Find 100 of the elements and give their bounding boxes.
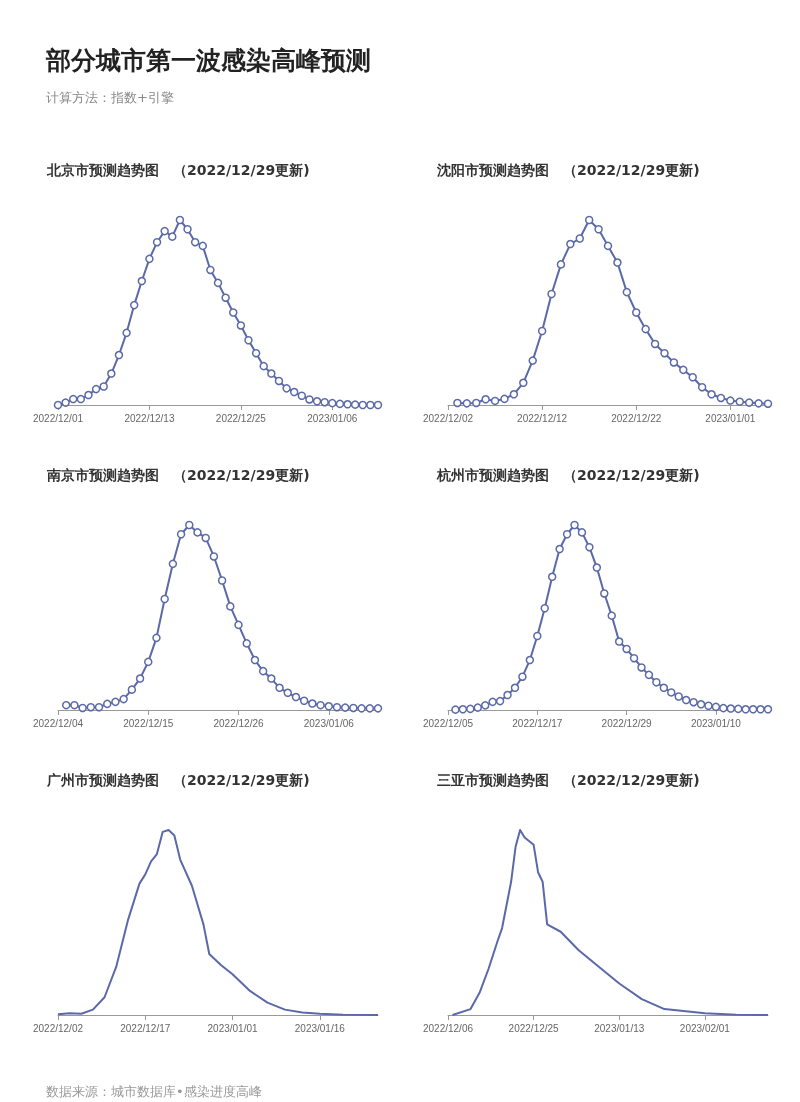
point <box>458 705 468 714</box>
point <box>229 308 238 317</box>
point <box>584 215 594 225</box>
point <box>754 399 763 408</box>
point <box>471 398 481 408</box>
point <box>152 237 162 247</box>
point <box>217 576 227 585</box>
point <box>540 604 549 613</box>
point <box>316 700 325 710</box>
point <box>726 704 736 713</box>
point <box>480 701 490 710</box>
point <box>275 683 284 693</box>
point <box>365 704 375 713</box>
x-tick-label: 2022/12/12 <box>517 412 568 424</box>
chart-title: 三亚市预测趋势图 （2022/12/29更新) <box>437 772 700 788</box>
point <box>282 384 291 393</box>
point <box>332 702 342 712</box>
point <box>201 533 210 543</box>
point <box>660 348 669 358</box>
point <box>566 239 575 249</box>
point <box>453 398 462 408</box>
x-tick-label: 2023/01/10 <box>690 717 742 729</box>
point <box>748 705 758 714</box>
point <box>500 394 509 404</box>
point <box>76 394 86 404</box>
point <box>763 705 773 714</box>
point <box>366 400 375 410</box>
point <box>525 655 535 665</box>
point <box>594 225 603 234</box>
point <box>681 695 691 705</box>
point <box>251 348 261 358</box>
point <box>190 237 200 247</box>
point <box>111 697 120 707</box>
point <box>570 520 579 530</box>
point <box>669 358 679 367</box>
point <box>94 702 104 712</box>
point <box>358 400 368 410</box>
x-tick-label: 2022/12/02 <box>422 412 474 424</box>
point <box>135 674 145 683</box>
chart-title: 沈阳市预测趋势图 （2022/12/29更新) <box>436 162 700 178</box>
point <box>622 287 632 297</box>
point <box>744 398 754 407</box>
point <box>259 361 268 371</box>
point <box>603 241 613 251</box>
point <box>209 552 219 561</box>
point <box>373 400 383 410</box>
point <box>704 701 713 710</box>
point <box>488 697 497 707</box>
point <box>555 544 564 554</box>
point <box>629 653 639 663</box>
point <box>518 672 527 681</box>
point <box>719 703 728 713</box>
x-tick-label: 2022/12/13 <box>124 412 175 424</box>
point <box>503 690 512 700</box>
point <box>575 234 585 243</box>
point <box>258 666 268 676</box>
point <box>350 400 360 409</box>
point <box>250 655 260 665</box>
point <box>688 373 697 382</box>
point <box>176 530 186 539</box>
point <box>716 393 726 403</box>
point <box>267 674 276 683</box>
point <box>537 326 547 336</box>
point <box>349 703 358 713</box>
x-tick-label: 2022/12/22 <box>611 412 662 424</box>
point <box>226 602 235 611</box>
point <box>119 694 128 704</box>
point <box>533 631 542 641</box>
chart-title: 广州市预测趋势图 （2022/12/29更新) <box>46 772 310 788</box>
point <box>466 704 475 714</box>
point <box>206 265 215 275</box>
x-tick-label: 2022/12/05 <box>422 717 474 729</box>
point <box>291 692 301 702</box>
point <box>160 226 169 236</box>
point <box>674 692 683 701</box>
x-tick-label: 2023/01/16 <box>294 1022 346 1034</box>
x-tick-label: 2022/12/17 <box>120 1022 171 1034</box>
point <box>175 215 185 225</box>
point <box>61 700 71 710</box>
point <box>274 376 284 386</box>
chart-title: 北京市预测趋势图 （2022/12/29更新) <box>46 162 310 178</box>
point <box>305 395 314 404</box>
source-note: 数据来源：城市数据库•感染进度高峰 <box>46 1083 263 1101</box>
point <box>763 399 773 408</box>
point <box>735 397 745 406</box>
point <box>490 396 500 406</box>
point <box>127 685 137 694</box>
point <box>61 398 70 407</box>
point <box>679 365 688 375</box>
point <box>733 704 743 714</box>
point <box>650 339 660 349</box>
point <box>168 559 178 569</box>
point <box>697 382 707 392</box>
point <box>308 699 317 708</box>
text: 计算方法：指数+引擎 <box>46 89 175 107</box>
point <box>343 400 352 409</box>
point <box>242 639 251 648</box>
point <box>168 232 177 241</box>
point <box>547 289 556 299</box>
point <box>152 633 161 643</box>
